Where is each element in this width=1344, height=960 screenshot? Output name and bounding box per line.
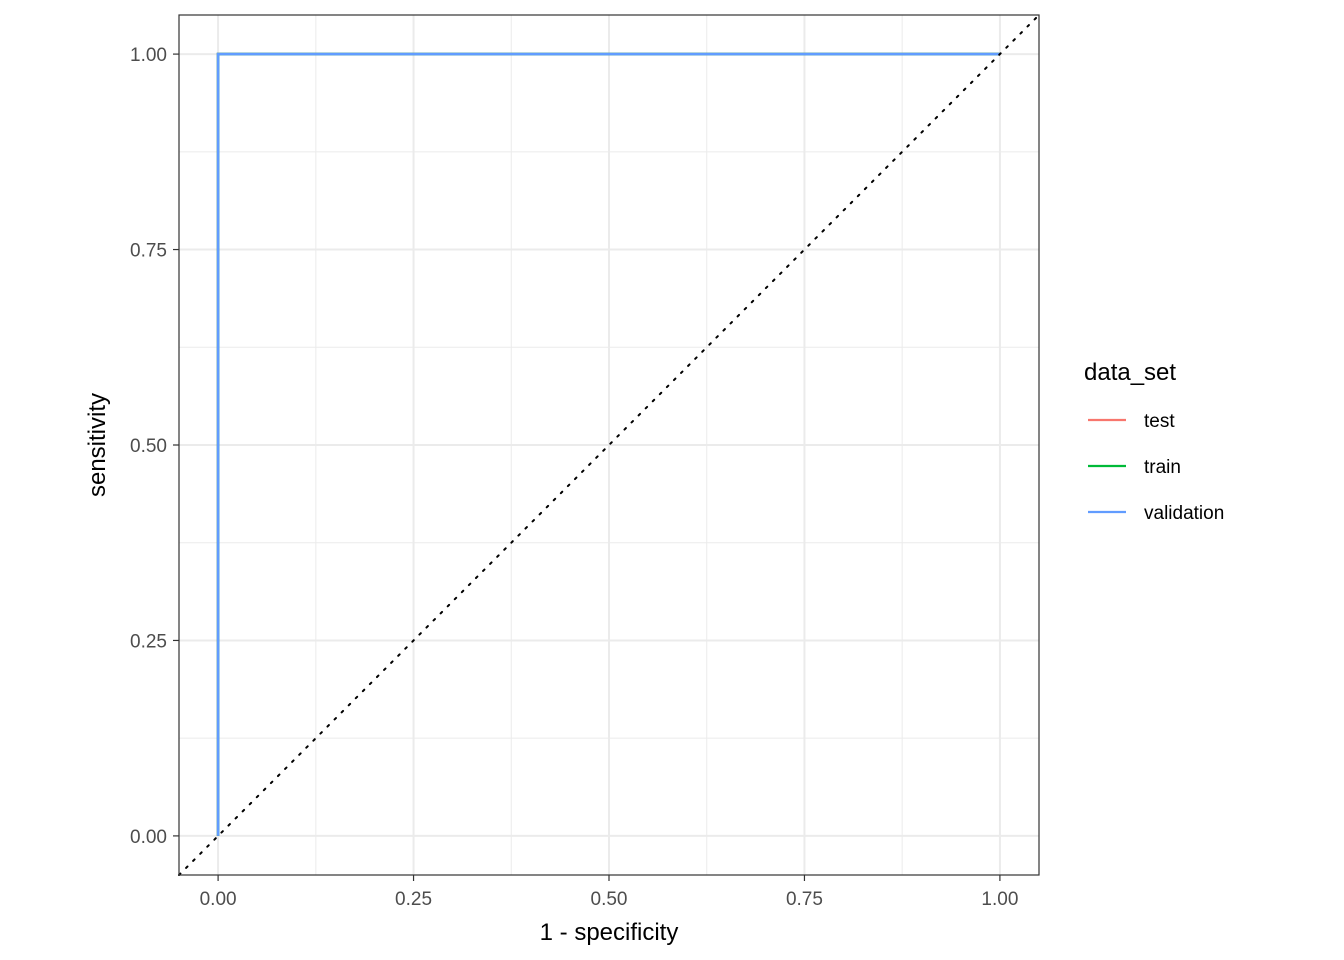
y-axis-title: sensitivity bbox=[84, 393, 111, 497]
x-tick-label: 0.75 bbox=[786, 889, 823, 910]
x-tick-label: 0.50 bbox=[591, 889, 628, 910]
roc-curve-validation bbox=[216, 52, 1000, 836]
y-tick-label: 1.00 bbox=[130, 45, 167, 66]
x-axis-ticks: 0.00 0.25 0.50 0.75 1.00 bbox=[200, 875, 1018, 910]
reference-diagonal-line bbox=[178, 14, 1040, 876]
x-tick-label: 1.00 bbox=[981, 889, 1018, 910]
legend: data_set test train validation bbox=[1084, 359, 1224, 524]
y-tick-label: 0.75 bbox=[130, 241, 167, 262]
legend-label-train: train bbox=[1144, 457, 1181, 478]
x-tick-label: 0.00 bbox=[200, 889, 237, 910]
y-axis-ticks: 0.00 0.25 0.50 0.75 1.00 bbox=[130, 45, 179, 848]
legend-label-validation: validation bbox=[1144, 503, 1224, 524]
legend-entries: test train validation bbox=[1088, 411, 1224, 524]
y-tick-label: 0.00 bbox=[130, 827, 167, 848]
series-layer bbox=[216, 52, 1000, 836]
x-axis-title: 1 - specificity bbox=[540, 919, 679, 946]
y-tick-label: 0.25 bbox=[130, 631, 167, 652]
y-tick-label: 0.50 bbox=[130, 436, 167, 457]
reference-diagonal-layer bbox=[178, 14, 1040, 876]
legend-title: data_set bbox=[1084, 359, 1176, 386]
legend-label-test: test bbox=[1144, 411, 1175, 432]
x-tick-label: 0.25 bbox=[395, 889, 432, 910]
